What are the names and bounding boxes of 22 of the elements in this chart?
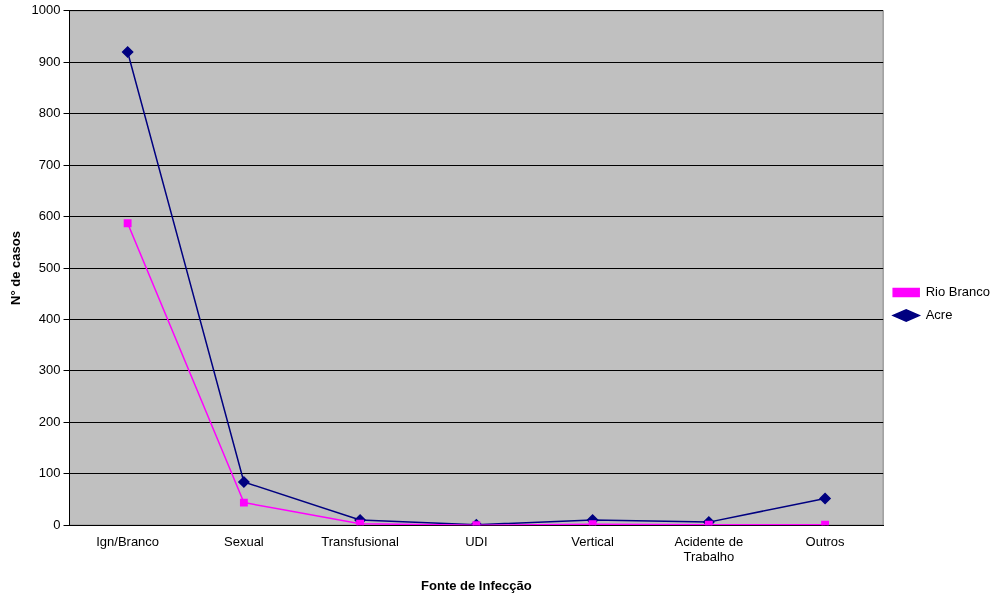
x-tick-label: Acidente de Trabalho <box>674 533 744 565</box>
y-axis-title: N° de casos <box>8 231 24 305</box>
x-tick-label: Sexual <box>224 533 264 549</box>
y-tick-label: 0 <box>53 516 61 532</box>
y-tick-label: 100 <box>38 465 61 481</box>
x-tick-label: Outros <box>805 533 846 549</box>
y-tick-label: 800 <box>38 105 61 121</box>
y-tick-label: 600 <box>38 208 61 224</box>
legend-label: Rio Branco <box>925 284 990 300</box>
x-tick-label: Vertical <box>571 533 615 549</box>
y-tick-label: 400 <box>38 311 61 327</box>
x-tick-label: Ign/Branco <box>96 533 160 549</box>
x-axis-title: Fonte de Infecção <box>421 577 532 593</box>
y-tick-label: 200 <box>38 413 61 429</box>
y-tick-label: 500 <box>38 259 61 275</box>
y-tick-label: 300 <box>38 362 61 378</box>
x-tick-label: Transfusional <box>321 533 399 549</box>
x-tick-label: UDI <box>465 533 488 549</box>
y-tick-label: 700 <box>38 156 61 172</box>
y-tick-label: 1000 <box>31 2 61 18</box>
legend-label: Acre <box>925 307 953 323</box>
y-tick-label: 900 <box>38 53 61 69</box>
